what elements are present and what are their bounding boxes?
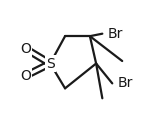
Text: Br: Br — [107, 27, 123, 41]
Text: O: O — [20, 42, 31, 56]
Text: Br: Br — [117, 76, 133, 90]
Text: S: S — [46, 57, 55, 70]
Text: O: O — [20, 69, 31, 83]
